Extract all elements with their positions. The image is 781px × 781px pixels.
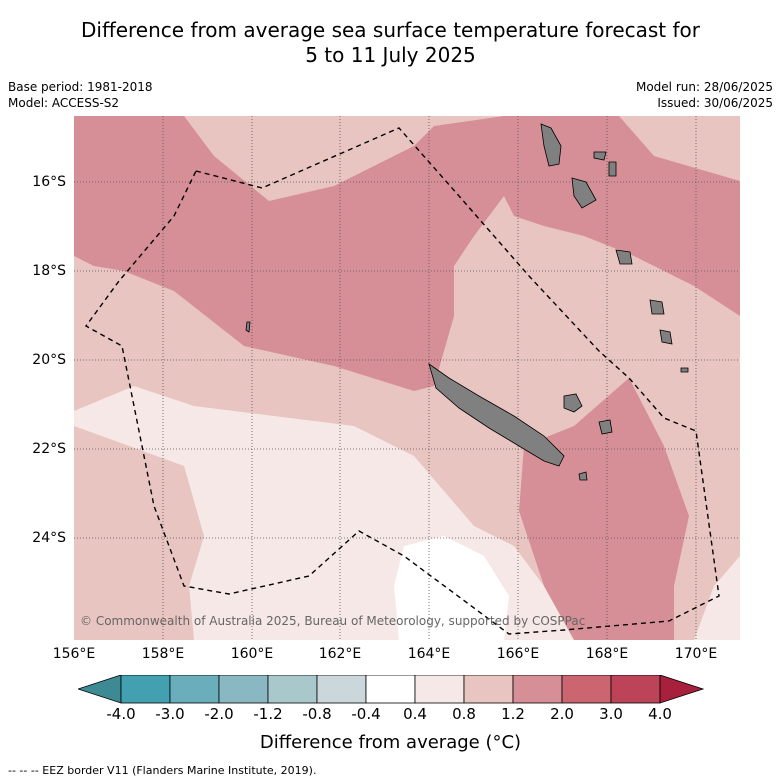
new-caledonia-island — [428, 363, 565, 467]
colorbar-bin — [218, 675, 269, 704]
colorbar-tick-label: 0.4 — [403, 705, 427, 723]
loyalty-island — [578, 471, 588, 481]
map-svg — [74, 116, 740, 640]
colorbar-tick-label: 3.0 — [599, 705, 623, 723]
colorbar-bin — [267, 675, 318, 704]
colorbar-bin — [169, 675, 220, 704]
colorbar-tick-label: -1.2 — [253, 705, 283, 723]
vanuatu-island — [571, 177, 597, 209]
vanuatu-island — [615, 249, 633, 265]
title-line-2: 5 to 11 July 2025 — [305, 43, 476, 67]
graticule — [74, 116, 740, 640]
model-name: Model: ACCESS-S2 — [8, 96, 120, 110]
colorbar-bin — [610, 675, 661, 704]
vanuatu-island — [608, 161, 617, 177]
colorbar — [78, 675, 705, 704]
model-run: Model run: 28/06/2025 — [635, 80, 773, 94]
colorbar-tick-label: -2.0 — [204, 705, 234, 723]
colorbar-tick-label: 2.0 — [550, 705, 574, 723]
colorbar-title: Difference from average (°C) — [259, 732, 522, 753]
colorbar-bin — [414, 675, 465, 704]
lon-label: 156°E — [52, 646, 96, 662]
lon-label: 158°E — [141, 646, 185, 662]
loyalty-island — [598, 419, 613, 435]
colorbar-bins — [120, 675, 661, 704]
island — [649, 299, 665, 315]
lon-label: 160°E — [230, 646, 274, 662]
colorbar-tick-label: -4.0 — [106, 705, 136, 723]
colorbar-tick-label: 4.0 — [648, 705, 672, 723]
island — [659, 329, 673, 345]
island — [245, 321, 251, 333]
colorbar-tick-label: 0.8 — [452, 705, 476, 723]
lat-label: 24°S — [32, 530, 66, 546]
anomaly-region-high-ne — [494, 116, 740, 316]
colorbar-tick-label: -3.0 — [155, 705, 185, 723]
vanuatu-island — [540, 123, 562, 167]
anomaly-region-high-nw — [74, 116, 504, 391]
lat-label: 20°S — [32, 352, 66, 368]
colorbar-tick-label: -0.4 — [351, 705, 381, 723]
colorbar-bin — [365, 675, 416, 704]
colorbar-bin — [463, 675, 514, 704]
colorbar-under-arrow — [78, 675, 122, 704]
lon-label: 164°E — [407, 646, 451, 662]
meta-left: Base period: 1981-2018 Model: ACCESS-S2 — [8, 79, 153, 111]
lat-label: 16°S — [32, 174, 66, 190]
meta-right: Model run: 28/06/2025 Issued: 30/06/2025 — [636, 79, 773, 111]
sst-anomaly-map — [74, 116, 740, 640]
colorbar-bin — [561, 675, 612, 704]
lat-label: 18°S — [32, 263, 66, 279]
lat-label: 22°S — [32, 441, 66, 457]
colorbar-bin — [512, 675, 563, 704]
eez-legend-note: -- -- -- EEZ border V11 (Flanders Marine… — [8, 764, 317, 777]
colorbar-tick-label: -0.8 — [302, 705, 332, 723]
map-title: Difference from average sea surface temp… — [0, 18, 781, 68]
colorbar-over-arrow — [659, 675, 705, 704]
base-period: Base period: 1981-2018 — [8, 80, 153, 94]
island — [680, 367, 689, 373]
lon-label: 166°E — [496, 646, 540, 662]
vanuatu-island — [593, 151, 607, 161]
anomaly-region-mid-west — [74, 426, 204, 640]
colorbar-bin — [120, 675, 171, 704]
colorbar-tick-label: 1.2 — [501, 705, 525, 723]
lon-label: 168°E — [585, 646, 629, 662]
eez-border — [84, 127, 720, 635]
lon-label: 170°E — [674, 646, 718, 662]
copyright-notice: © Commonwealth of Australia 2025, Bureau… — [80, 614, 586, 628]
anomaly-region-neutral — [394, 536, 509, 640]
issued-date: Issued: 30/06/2025 — [657, 96, 773, 110]
colorbar-bin — [316, 675, 367, 704]
loyalty-island — [563, 393, 583, 413]
anomaly-region-high-se — [519, 378, 689, 640]
lon-label: 162°E — [318, 646, 362, 662]
title-line-1: Difference from average sea surface temp… — [80, 18, 700, 42]
